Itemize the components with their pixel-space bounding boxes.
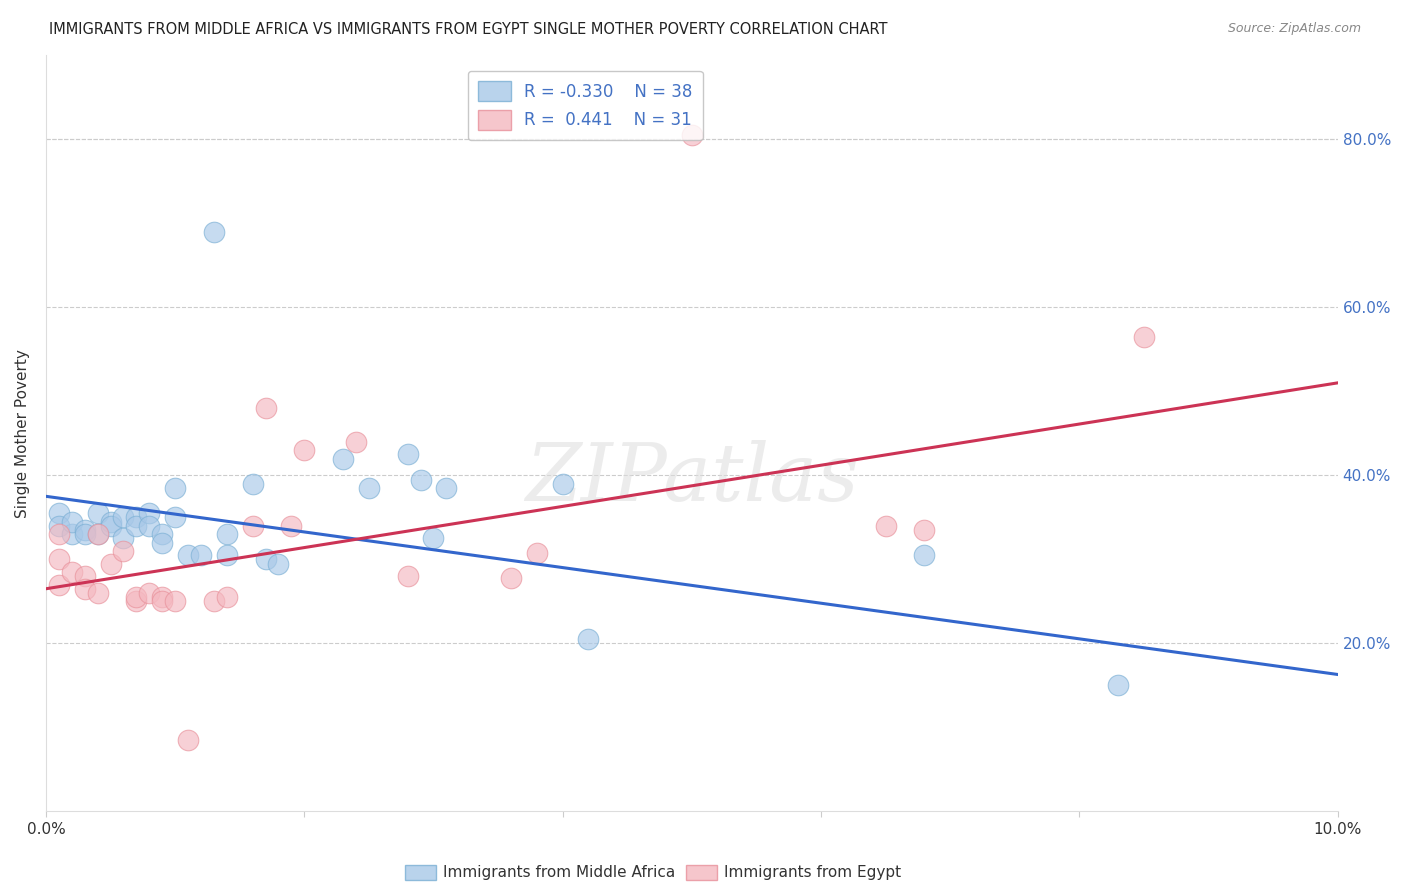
Point (48, 552, 70, 566)
Text: IMMIGRANTS FROM MIDDLE AFRICA VS IMMIGRANTS FROM EGYPT SINGLE MOTHER POVERTY COR: IMMIGRANTS FROM MIDDLE AFRICA VS IMMIGRA… (49, 22, 887, 37)
Point (177, 733, 200, 747)
Point (112, 510, 135, 524)
Text: Source: ZipAtlas.com: Source: ZipAtlas.com (1227, 22, 1361, 36)
Point (100, 515, 122, 529)
Text: Immigrants from Egypt: Immigrants from Egypt (724, 865, 901, 880)
Point (912, 548, 935, 562)
Point (60, 515, 83, 529)
Point (86, 527, 108, 541)
Point (86, 527, 108, 541)
Point (332, 451, 354, 466)
Point (242, 476, 264, 491)
Point (125, 590, 148, 604)
Point (280, 518, 302, 533)
Point (422, 532, 444, 546)
Point (86, 586, 108, 600)
Point (267, 557, 290, 571)
Point (434, 481, 457, 495)
Point (125, 594, 148, 608)
Text: ZIPatlas: ZIPatlas (524, 440, 859, 517)
Point (48, 527, 70, 541)
Point (912, 523, 935, 537)
Text: Immigrants from Middle Africa: Immigrants from Middle Africa (443, 865, 675, 880)
Point (215, 590, 238, 604)
Legend: R = -0.330    N = 38, R =  0.441    N = 31: R = -0.330 N = 38, R = 0.441 N = 31 (468, 71, 703, 140)
Point (100, 518, 122, 533)
Point (138, 586, 160, 600)
Point (150, 535, 173, 549)
Point (202, 225, 225, 239)
Point (396, 569, 419, 583)
Point (73, 582, 96, 596)
Point (125, 510, 148, 524)
Point (357, 481, 380, 495)
Point (526, 546, 548, 560)
Point (292, 443, 315, 458)
Point (138, 506, 160, 520)
Point (551, 476, 574, 491)
Point (409, 473, 432, 487)
Point (86, 506, 108, 520)
Point (73, 523, 96, 537)
Point (215, 548, 238, 562)
Point (578, 632, 600, 647)
Point (150, 590, 173, 604)
Point (254, 401, 277, 415)
Point (112, 544, 135, 558)
Point (138, 518, 160, 533)
Point (344, 434, 367, 449)
Point (112, 532, 135, 546)
Point (125, 518, 148, 533)
Point (165, 510, 187, 524)
Point (202, 594, 225, 608)
Point (60, 527, 83, 541)
Point (1133, 329, 1156, 343)
Point (215, 527, 238, 541)
Point (242, 518, 264, 533)
Y-axis label: Single Mother Poverty: Single Mother Poverty (15, 349, 30, 517)
Point (396, 447, 419, 461)
Point (177, 548, 200, 562)
Point (100, 557, 122, 571)
Point (60, 565, 83, 579)
Point (875, 518, 897, 533)
Point (165, 481, 187, 495)
Point (1107, 678, 1129, 692)
Point (499, 571, 522, 585)
Point (73, 569, 96, 583)
Point (190, 548, 212, 562)
Point (150, 594, 173, 608)
Point (165, 594, 187, 608)
Point (681, 128, 703, 142)
Point (48, 506, 70, 520)
Point (48, 577, 70, 591)
Point (48, 518, 70, 533)
Point (73, 527, 96, 541)
Point (254, 552, 277, 566)
Point (150, 527, 173, 541)
